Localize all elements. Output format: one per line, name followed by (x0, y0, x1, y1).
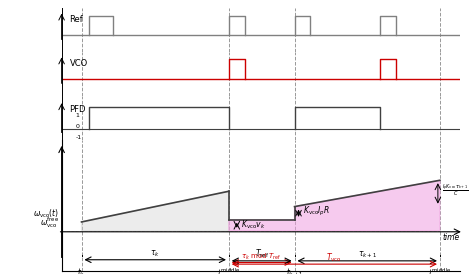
Text: $t_k$: $t_k$ (77, 266, 86, 274)
Polygon shape (82, 191, 229, 231)
Text: $T_{\rm vco}$: $T_{\rm vco}$ (327, 251, 342, 264)
Text: 1: 1 (75, 113, 80, 118)
Text: $t_{k+1}$: $t_{k+1}$ (286, 266, 303, 274)
Text: $\tau_{k+1}$: $\tau_{k+1}$ (358, 250, 377, 260)
Text: time: time (443, 233, 460, 242)
Text: $t_{k+1}^{\rm middle}$: $t_{k+1}^{\rm middle}$ (428, 266, 452, 274)
Polygon shape (229, 180, 440, 231)
Text: $\omega_{\rm vco}^{\rm free}$: $\omega_{\rm vco}^{\rm free}$ (40, 215, 60, 230)
Text: $K_{\rm vco}I_p R$: $K_{\rm vco}I_p R$ (302, 204, 329, 218)
Text: Ref: Ref (70, 15, 83, 24)
Text: 0: 0 (75, 124, 80, 129)
Text: $\tau_k$: $\tau_k$ (150, 248, 160, 259)
Text: $\tau_k\ {\rm mod}\ T_{\rm ref}$: $\tau_k\ {\rm mod}\ T_{\rm ref}$ (241, 252, 282, 262)
Text: VCO: VCO (70, 59, 88, 67)
Text: $K_{\rm vco}v_k$: $K_{\rm vco}v_k$ (241, 219, 265, 232)
Text: -1: -1 (75, 135, 82, 140)
Text: $T_{\rm ref}$: $T_{\rm ref}$ (255, 248, 269, 260)
Text: $\frac{I_p K_{\rm vco} \tau_{k+1}}{C}$: $\frac{I_p K_{\rm vco} \tau_{k+1}}{C}$ (442, 182, 468, 198)
Text: PFD: PFD (70, 105, 86, 113)
Text: $\omega_{\rm vco}(t)$: $\omega_{\rm vco}(t)$ (33, 208, 60, 220)
Text: $t_k^{\rm middle}$: $t_k^{\rm middle}$ (217, 266, 241, 274)
